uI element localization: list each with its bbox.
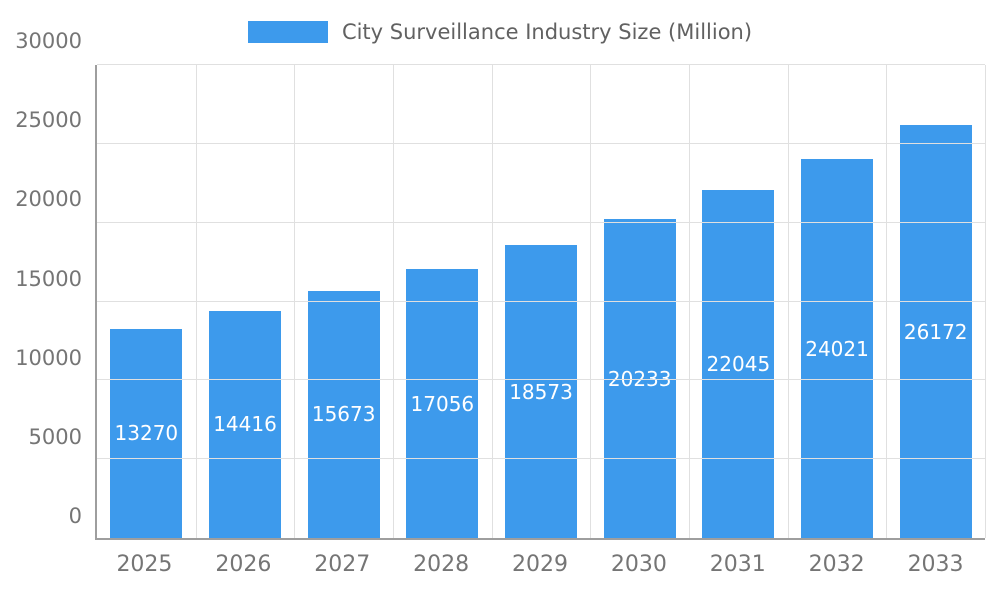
y-tick-label: 15000 [15, 266, 82, 291]
x-tick-label: 2029 [512, 552, 568, 577]
gridline-horizontal [97, 379, 985, 381]
bar-cell: 22045 [689, 65, 788, 538]
plot-area: 13270 14416 15673 17056 18573 20233 22045 24021… [95, 64, 986, 540]
x-tick-label: 2025 [116, 552, 173, 577]
bar-value-label: 22045 [706, 352, 771, 377]
gridline-horizontal [97, 300, 985, 302]
x-tick-label: 2030 [610, 552, 667, 577]
y-tick-label: 30000 [15, 29, 82, 53]
bar-2025: 13270 [110, 328, 183, 538]
x-tick-label: 2031 [709, 552, 766, 577]
legend-swatch [247, 21, 328, 43]
bar-2031: 22045 [702, 190, 775, 538]
y-tick-label: 0 [68, 504, 82, 528]
bar-cell: 14416 [196, 65, 295, 538]
bar-2032: 24021 [801, 159, 874, 538]
bar-2029: 18573 [505, 245, 578, 538]
bar-cell: 24021 [788, 65, 887, 538]
gridline-vertical [985, 65, 986, 538]
gridline-horizontal [97, 458, 985, 460]
x-tick-label: 2028 [413, 552, 470, 577]
gridline-vertical [294, 65, 296, 538]
x-axis: 2025 2026 2027 2028 2029 2030 2031 2032 2033 [95, 552, 985, 586]
bar-2033: 26172 [899, 125, 972, 538]
x-tick-label: 2026 [215, 552, 272, 577]
bar-value-label: 13270 [114, 421, 179, 446]
gridline-vertical [688, 65, 690, 538]
x-tick-label: 2033 [907, 552, 964, 577]
bar-value-label: 18573 [509, 379, 573, 404]
bar-value-label: 20233 [607, 366, 672, 391]
bar-cell: 15673 [294, 65, 393, 538]
gridline-vertical [886, 65, 888, 538]
gridline-vertical [787, 65, 789, 538]
bar-2026: 14416 [209, 310, 282, 538]
bar-value-label: 26172 [903, 319, 968, 344]
y-axis: 0 5000 10000 15000 20000 25000 30000 [0, 29, 88, 540]
bar-value-label: 24021 [805, 336, 869, 361]
y-tick-label: 5000 [28, 424, 82, 449]
bar-2030: 20233 [603, 219, 676, 538]
bar-cell: 26172 [886, 65, 985, 538]
x-tick-label: 2027 [314, 552, 371, 577]
gridline-vertical [195, 65, 197, 538]
gridline-vertical [392, 65, 394, 538]
bar-cell: 20233 [590, 65, 689, 538]
chart-title: City Surveillance Industry Size (Million… [341, 20, 753, 44]
bar-cell: 17056 [393, 65, 492, 538]
bar-2028: 17056 [406, 269, 479, 538]
gridline-horizontal [97, 64, 985, 65]
bar-value-label: 17056 [410, 391, 475, 416]
bar-cell: 13270 [97, 65, 196, 538]
gridline-horizontal [97, 142, 985, 144]
bar-value-label: 15673 [311, 402, 376, 427]
bars-container: 13270 14416 15673 17056 18573 20233 22045 24021… [97, 65, 985, 538]
gridline-vertical [491, 65, 493, 538]
y-tick-label: 10000 [15, 345, 82, 370]
y-tick-label: 20000 [15, 187, 82, 212]
bar-cell: 18573 [492, 65, 591, 538]
legend: City Surveillance Industry Size (Million… [0, 18, 1000, 46]
gridline-vertical [590, 65, 592, 538]
bar-2027: 15673 [307, 290, 380, 538]
x-tick-label: 2032 [808, 552, 865, 577]
bar-value-label: 14416 [213, 412, 277, 437]
gridline-horizontal [97, 221, 985, 223]
y-tick-label: 25000 [15, 108, 82, 133]
